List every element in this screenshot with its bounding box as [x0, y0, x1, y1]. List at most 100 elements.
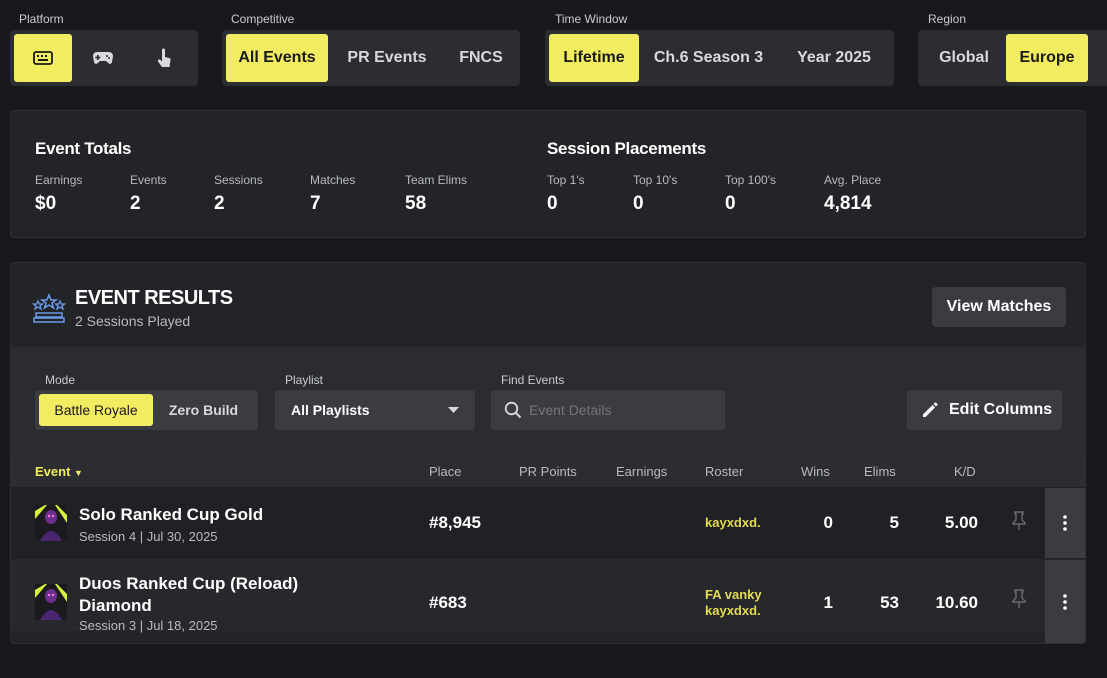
event-name: Duos Ranked Cup (Reload) Diamond: [79, 573, 298, 617]
column-earnings[interactable]: Earnings: [616, 464, 668, 479]
find-events-input[interactable]: [529, 390, 719, 430]
stat-value: 0: [547, 193, 558, 214]
stat-label: Earnings: [35, 173, 83, 187]
row-menu-button[interactable]: [1045, 488, 1085, 558]
results-filters: Mode Battle Royale Zero Build Playlist A…: [11, 347, 1085, 455]
find-events-field[interactable]: [491, 390, 725, 430]
column-wins[interactable]: Wins: [801, 464, 830, 479]
more-vertical-icon: [1063, 594, 1067, 610]
region-label: Region: [928, 12, 967, 26]
event-place: #8,945: [429, 513, 481, 532]
stat-label: Top 10's: [633, 173, 678, 187]
competitive-label: Competitive: [231, 12, 295, 26]
time-year-button[interactable]: Year 2025: [797, 49, 871, 66]
playlist-dropdown[interactable]: All Playlists: [275, 390, 475, 430]
stat-label: Team Elims: [405, 173, 468, 187]
pin-icon[interactable]: [1012, 589, 1026, 609]
find-events-label: Find Events: [501, 373, 565, 387]
platform-keyboard-button[interactable]: [14, 34, 72, 82]
stat-team-elims: Team Elims 58: [405, 173, 467, 215]
caret-down-icon: [448, 407, 459, 413]
stat-label: Events: [130, 173, 167, 187]
competitive-fncs-button[interactable]: FNCS: [459, 49, 503, 66]
platform-touch-button[interactable]: [134, 34, 194, 82]
session-placements-title: Session Placements: [547, 139, 707, 158]
stat-value: 4,814: [824, 193, 872, 214]
playlist-value: All Playlists: [291, 402, 370, 418]
time-window-label: Time Window: [555, 12, 628, 26]
stat-value: 0: [725, 193, 736, 214]
platform-controller-button[interactable]: [72, 34, 134, 82]
table-row[interactable]: Duos Ranked Cup (Reload) Diamond Session…: [11, 559, 1085, 643]
time-lifetime-button[interactable]: Lifetime: [549, 34, 639, 82]
roster-player[interactable]: FA vanky: [705, 587, 762, 602]
stat-label: Sessions: [214, 173, 263, 187]
gamepad-icon: [93, 52, 113, 64]
edit-columns-button[interactable]: Edit Columns: [907, 390, 1062, 430]
column-pr-points[interactable]: PR Points: [519, 464, 577, 479]
column-place[interactable]: Place: [429, 464, 462, 479]
event-place: #683: [429, 593, 467, 612]
time-season-button[interactable]: Ch.6 Season 3: [653, 49, 764, 66]
mode-battle-royale-button[interactable]: Battle Royale: [39, 394, 153, 426]
stat-label: Avg. Place: [824, 173, 882, 187]
mode-label: Mode: [45, 373, 76, 387]
stat-value: 0: [633, 193, 644, 214]
sort-desc-icon: ▼: [74, 468, 83, 478]
roster-player[interactable]: kayxdxd.: [705, 515, 761, 530]
region-europe-button[interactable]: Europe: [1006, 34, 1088, 82]
column-event-label: Event: [35, 464, 71, 479]
stat-events: Events 2: [130, 173, 167, 215]
stat-sessions: Sessions 2: [214, 173, 263, 215]
region-global-button[interactable]: Global: [939, 49, 989, 66]
stat-value: 7: [310, 193, 321, 214]
stat-top10: Top 10's 0: [633, 173, 677, 215]
view-matches-button[interactable]: View Matches: [932, 287, 1066, 327]
column-elims[interactable]: Elims: [864, 464, 896, 479]
event-elims: 5: [889, 513, 899, 532]
time-window-selector: Lifetime Ch.6 Season 3 Year 2025: [545, 30, 894, 86]
event-totals-title: Event Totals: [35, 139, 132, 158]
touch-icon: [157, 48, 171, 67]
stat-label: Matches: [310, 173, 356, 187]
column-kd[interactable]: K/D: [954, 464, 976, 479]
stat-value: 2: [214, 193, 225, 214]
keyboard-icon: [33, 51, 53, 65]
event-wins: 0: [823, 513, 833, 532]
playlist-label: Playlist: [285, 373, 324, 387]
row-menu-button[interactable]: [1045, 560, 1085, 643]
region-selector: Global Europe: [918, 30, 1107, 86]
mode-selector: Battle Royale Zero Build: [35, 390, 258, 430]
stat-value: 58: [405, 193, 427, 214]
column-event[interactable]: Event ▼: [35, 464, 83, 479]
pin-icon[interactable]: [1012, 511, 1026, 531]
competitive-pr-events-button[interactable]: PR Events: [347, 49, 427, 66]
results-table-header: Event ▼ Place PR Points Earnings Roster …: [11, 455, 1085, 487]
totals-card: Event Totals Earnings $0 Events 2 Sessio…: [10, 110, 1086, 238]
column-roster[interactable]: Roster: [705, 464, 744, 479]
event-results-header: EVENT RESULTS 2 Sessions Played View Mat…: [11, 263, 1085, 347]
mode-zero-build-button[interactable]: Zero Build: [168, 402, 239, 418]
competitive-selector: All Events PR Events FNCS: [222, 30, 520, 86]
event-results-card: EVENT RESULTS 2 Sessions Played View Mat…: [10, 262, 1086, 644]
stat-top100: Top 100's 0: [725, 173, 776, 215]
event-kd: 5.00: [944, 513, 978, 532]
more-vertical-icon: [1063, 515, 1067, 531]
event-avatar-icon: [35, 584, 67, 620]
platform-selector: [10, 30, 198, 86]
stat-value: 2: [130, 193, 141, 214]
event-session: Session 4 | Jul 30, 2025: [79, 529, 218, 544]
event-name-line: Diamond: [79, 596, 152, 615]
event-results-title: EVENT RESULTS: [75, 287, 233, 309]
event-session: Session 3 | Jul 18, 2025: [79, 618, 218, 633]
event-elims: 53: [880, 593, 899, 612]
roster-player[interactable]: kayxdxd.: [705, 603, 761, 618]
search-icon: [504, 401, 522, 419]
table-row[interactable]: Solo Ranked Cup Gold Session 4 | Jul 30,…: [11, 487, 1085, 559]
event-avatar-icon: [35, 505, 67, 541]
stat-top1: Top 1's 0: [547, 173, 585, 215]
competitive-all-events-button[interactable]: All Events: [226, 34, 328, 82]
event-wins: 1: [823, 593, 833, 612]
stat-label: Top 100's: [725, 173, 776, 187]
platform-label: Platform: [19, 12, 64, 26]
